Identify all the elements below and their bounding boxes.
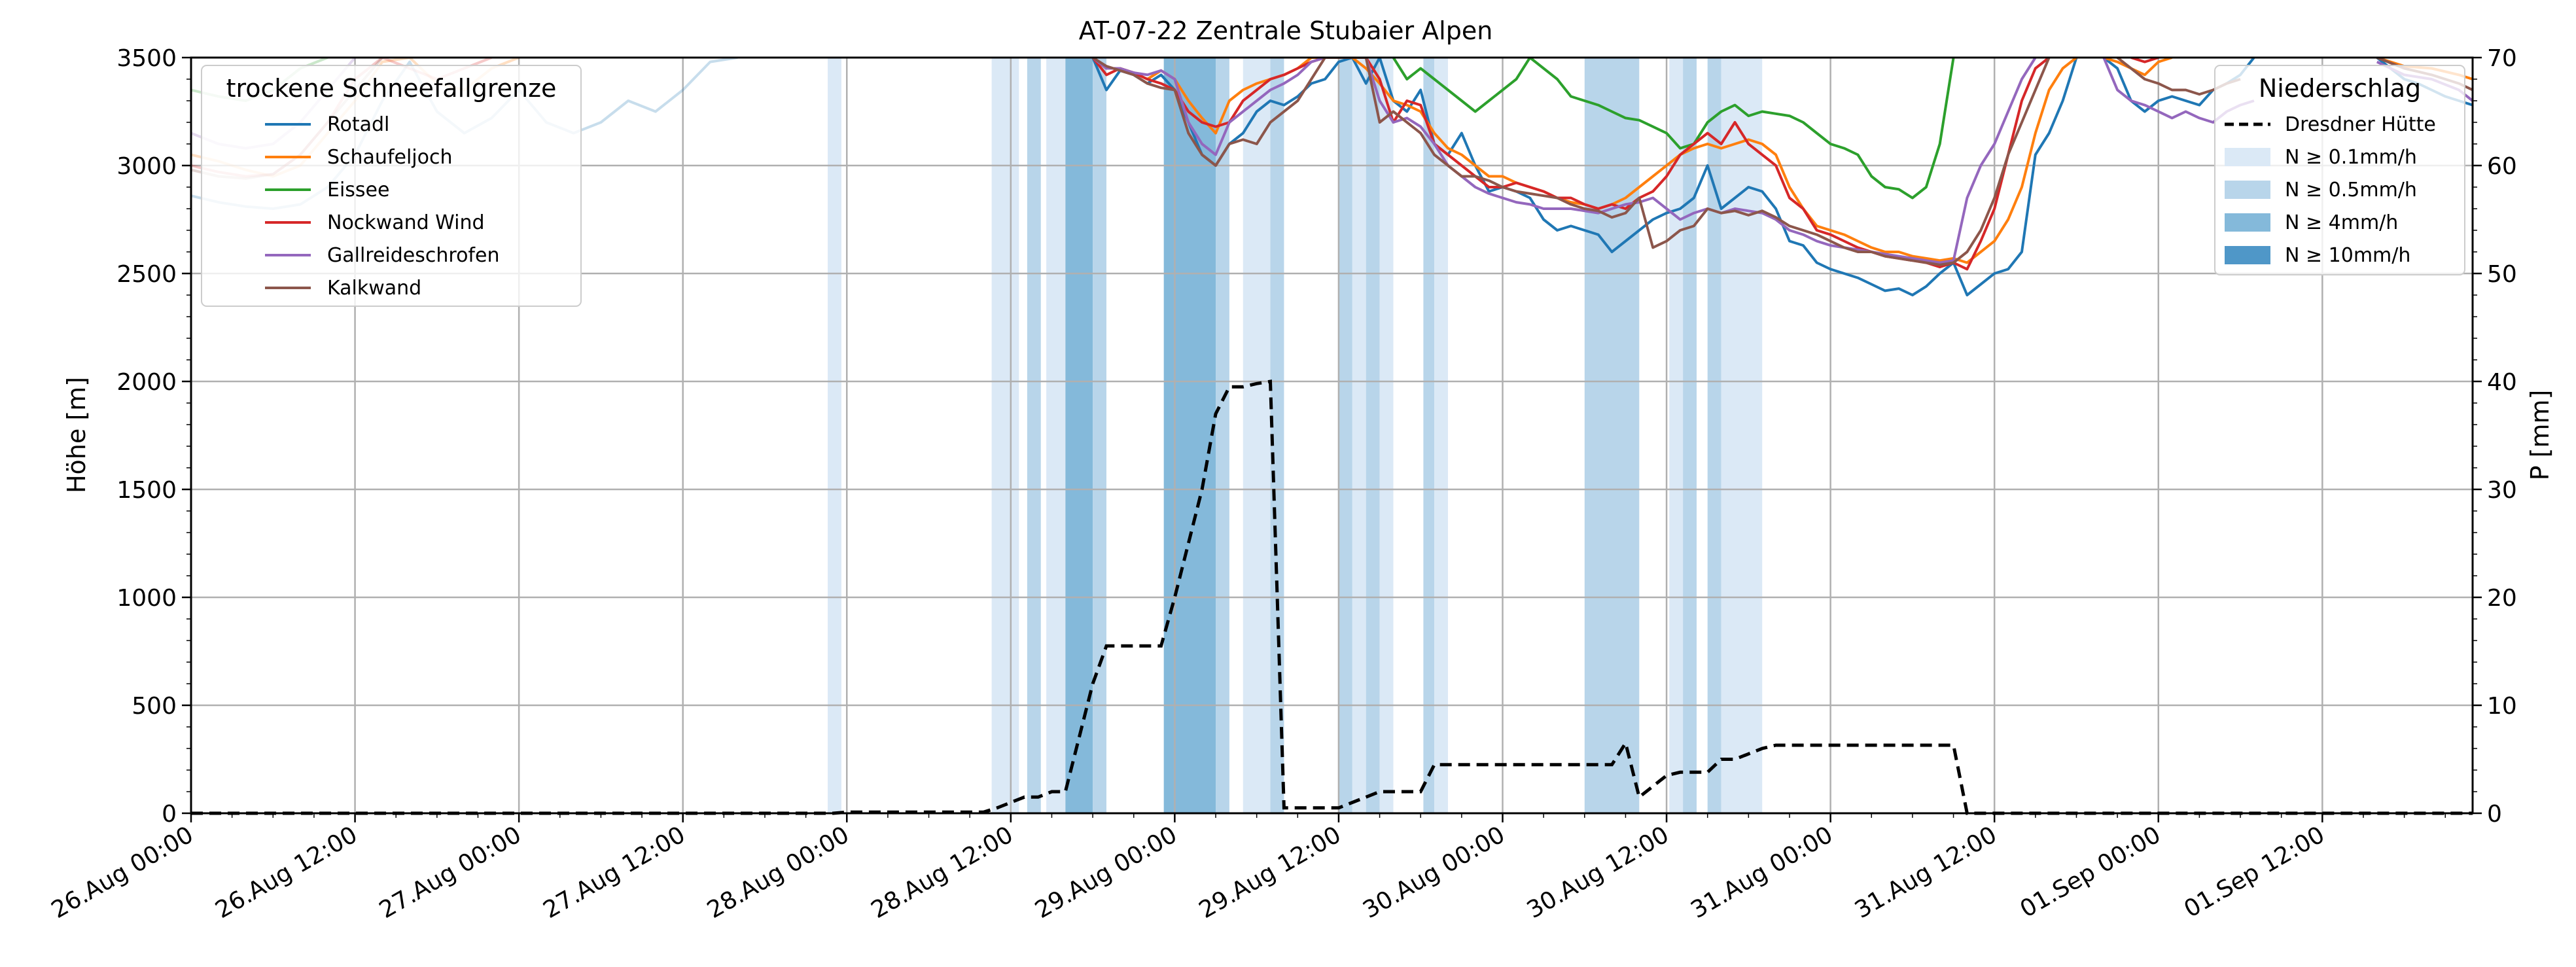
y-left-tick-label-3: 1500 xyxy=(116,477,177,504)
plot-frame xyxy=(190,56,2474,815)
y-axis-right-ticks: 0 10 20 30 40 50 60 70 xyxy=(2473,45,2517,828)
legend-label-nockwand-wind: Nockwand Wind xyxy=(327,211,485,234)
legend-swatch-band-1 xyxy=(2225,148,2270,166)
legend-swatch-band-2 xyxy=(2225,181,2270,199)
y-right-tick-label-6: 60 xyxy=(2487,153,2517,180)
y-left-tick-label-0: 0 xyxy=(162,801,177,828)
precip-band-12 xyxy=(1366,58,1380,813)
legend-precip-label-1: N ≥ 0.1mm/h xyxy=(2285,146,2417,169)
y-left-tick-label-1: 500 xyxy=(132,693,177,720)
precip-band-7 xyxy=(1216,58,1229,813)
precip-band-15 xyxy=(1434,58,1448,813)
precip-band-9 xyxy=(1270,58,1284,813)
y-right-tick-label-1: 10 xyxy=(2487,693,2517,720)
series-eissee xyxy=(1392,58,1955,200)
series-tail-nockwand-wind-4 xyxy=(2130,58,2159,63)
y-axis-left-label: Höhe [m] xyxy=(62,377,91,493)
y-axis-left-ticks: 0 500 1000 1500 2000 2500 3000 3500 xyxy=(116,45,191,828)
legend-snowline-title: trockene Schneefallgrenze xyxy=(226,74,557,103)
legend-precipitation-box xyxy=(2214,65,2465,275)
precip-band-2 xyxy=(1027,58,1041,813)
legend-label-kalkwand: Kalkwand xyxy=(327,277,421,300)
precip-band-4 xyxy=(1065,58,1093,813)
precip-band-14 xyxy=(1423,58,1435,813)
legend-precip-label-4: N ≥ 10mm/h xyxy=(2285,244,2410,267)
legend-label-rotadl: Rotadl xyxy=(327,113,389,136)
y-axis-right-label: P [mm] xyxy=(2526,390,2554,481)
y-right-tick-label-7: 70 xyxy=(2487,45,2517,72)
precip-band-11 xyxy=(1352,58,1366,813)
y-left-tick-label-2: 1000 xyxy=(116,585,177,612)
y-left-tick-label-4: 2000 xyxy=(116,369,177,396)
precip-band-19 xyxy=(1707,58,1721,813)
precip-band-0 xyxy=(828,58,841,813)
precip-band-13 xyxy=(1379,58,1394,813)
precipitation-bands xyxy=(828,58,1763,813)
legend-precip-label-2: N ≥ 0.5mm/h xyxy=(2285,179,2417,202)
precipitation-series xyxy=(191,379,2473,815)
legend-label-gallreideschrofen: Gallreideschrofen xyxy=(327,244,499,267)
y-right-tick-label-3: 30 xyxy=(2487,477,2517,504)
precip-band-20 xyxy=(1721,58,1763,813)
y-right-tick-label-4: 40 xyxy=(2487,369,2517,396)
precip-band-10 xyxy=(1338,58,1352,813)
legend-label-schaufeljoch: Schaufeljoch xyxy=(327,146,453,169)
legend-precip-label-3: N ≥ 4mm/h xyxy=(2285,211,2398,234)
series-kalkwand xyxy=(1092,58,2051,266)
y-right-tick-label-0: 0 xyxy=(2487,801,2502,828)
legend-swatch-band-3 xyxy=(2225,213,2270,232)
legend-precip-label-0: Dresdner Hütte xyxy=(2285,113,2436,136)
legend-swatch-band-4 xyxy=(2225,246,2270,264)
precip-band-1 xyxy=(991,58,1019,813)
precip-band-8 xyxy=(1243,58,1271,813)
precip-band-5 xyxy=(1093,58,1106,813)
legend-snowline: trockene Schneefallgrenze Rotadl Schaufel… xyxy=(201,65,582,307)
series-dresdner-huette xyxy=(191,379,2473,815)
chart-title: AT-07-22 Zentrale Stubaier Alpen xyxy=(1079,16,1493,45)
series-rotadl xyxy=(1091,58,2078,296)
precip-band-18 xyxy=(1683,58,1697,813)
y-left-tick-label-7: 3500 xyxy=(116,45,177,72)
legend-precipitation-entries: Dresdner Hütte N ≥ 0.1mm/h N ≥ 0.5mm/h N ≥ … xyxy=(2225,113,2436,267)
precip-band-17 xyxy=(1669,58,1684,813)
precip-band-6 xyxy=(1163,58,1216,813)
y-left-tick-label-5: 2500 xyxy=(116,261,177,288)
legend-precipitation-title: Niederschlag xyxy=(2259,74,2421,103)
legend-snowline-entries: Rotadl Schaufeljoch Eissee Nockwand Wind Gal… xyxy=(265,113,499,300)
series-tail-schaufeljoch-1 xyxy=(2103,58,2173,77)
y-right-tick-label-2: 20 xyxy=(2487,585,2517,612)
series-gallreideschrofen xyxy=(1091,58,2037,264)
precip-band-16 xyxy=(1584,58,1640,813)
legend-precipitation: Niederschlag Dresdner Hütte N ≥ 0.1mm/h N … xyxy=(2214,65,2465,275)
legend-label-eissee: Eissee xyxy=(327,179,389,202)
precip-band-3 xyxy=(1046,58,1066,813)
y-left-tick-label-6: 3000 xyxy=(116,153,177,180)
y-right-tick-label-5: 50 xyxy=(2487,261,2517,288)
